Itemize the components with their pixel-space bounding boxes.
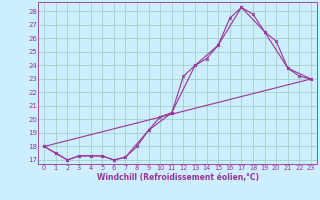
- X-axis label: Windchill (Refroidissement éolien,°C): Windchill (Refroidissement éolien,°C): [97, 173, 259, 182]
